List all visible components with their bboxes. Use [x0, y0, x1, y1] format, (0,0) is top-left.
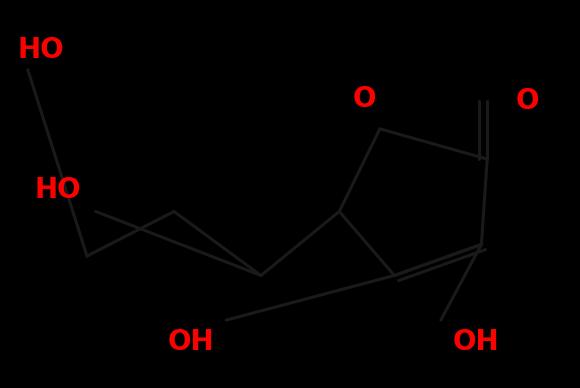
Text: HO: HO	[35, 176, 81, 204]
Text: OH: OH	[452, 328, 499, 356]
Text: HO: HO	[17, 36, 64, 64]
Text: O: O	[516, 87, 539, 115]
Text: O: O	[353, 85, 376, 113]
Text: OH: OH	[168, 328, 215, 356]
